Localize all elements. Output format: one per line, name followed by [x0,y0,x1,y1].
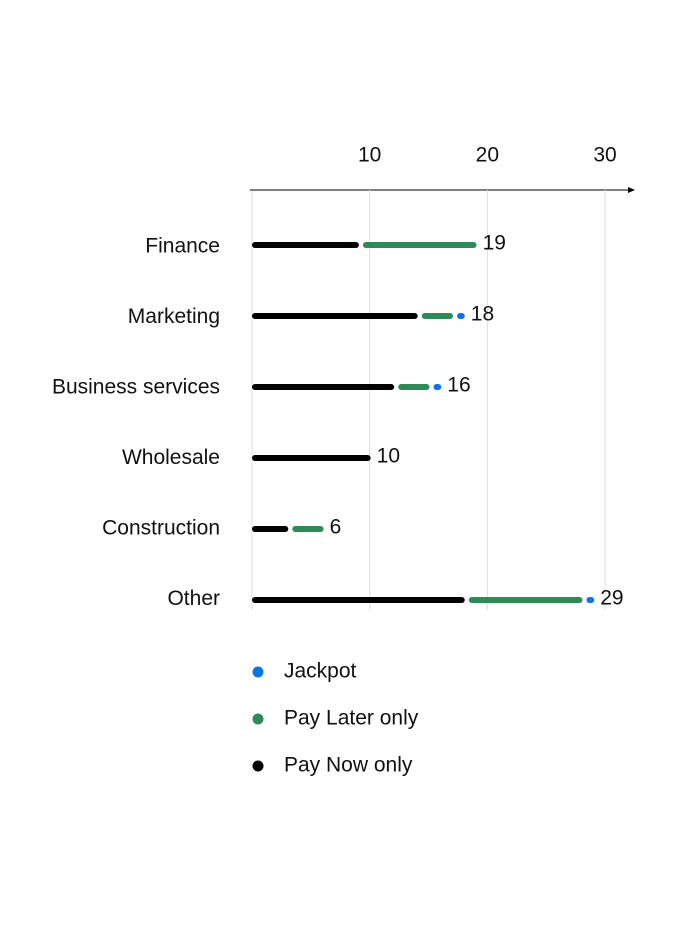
legend-marker [252,713,264,725]
legend-label: Jackpot [284,660,357,683]
legend-label: Pay Now only [284,754,413,777]
total-label: 29 [600,587,623,610]
category-label: Finance [145,235,220,258]
legend-marker [252,666,264,678]
category-label: Marketing [128,305,220,328]
legend-label: Pay Later only [284,707,419,730]
total-label: 19 [483,232,506,255]
category-label: Construction [102,517,220,540]
total-label: 18 [471,303,494,326]
total-label: 10 [377,445,400,468]
category-label: Business services [52,376,220,399]
axis-arrow [628,187,635,193]
total-label: 6 [330,516,342,539]
x-tick-label: 20 [476,144,499,167]
x-tick-label: 10 [358,144,381,167]
x-tick-label: 30 [593,144,616,167]
total-label: 16 [447,374,470,397]
legend-marker [252,760,264,772]
category-label: Wholesale [122,446,220,469]
category-label: Other [167,587,220,610]
